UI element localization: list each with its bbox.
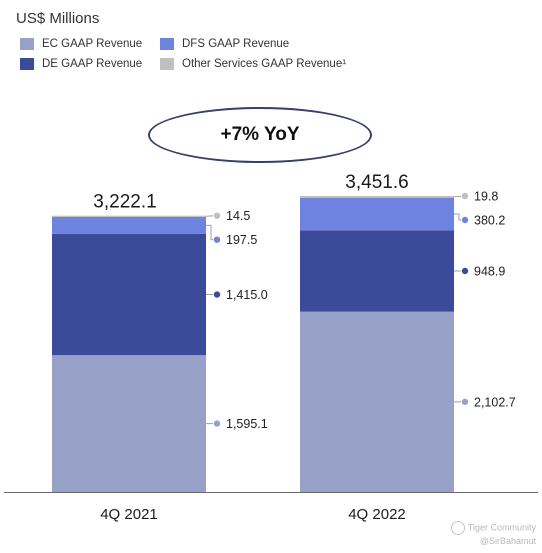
watermark-line2: @SirBahamut bbox=[479, 536, 536, 546]
legend-label-dfs: DFS GAAP Revenue bbox=[182, 38, 290, 50]
data-label-2-3: 380.2 bbox=[474, 214, 505, 228]
yoy-growth-callout: +7% YoY bbox=[148, 107, 372, 163]
label-marker-1-2 bbox=[212, 290, 221, 299]
legend-label-de: DE GAAP Revenue bbox=[42, 58, 143, 70]
label-marker-2-4 bbox=[460, 191, 469, 200]
data-label-1-4: 14.5 bbox=[226, 209, 250, 223]
label-marker-2-1 bbox=[460, 397, 469, 406]
total-label-2: 3,451.6 bbox=[345, 172, 408, 193]
label-marker-2-2 bbox=[460, 266, 469, 275]
bar-segment-2-3 bbox=[300, 197, 454, 231]
legend-swatch-other bbox=[160, 58, 174, 70]
label-marker-2-3 bbox=[460, 215, 469, 224]
label-marker-1-3 bbox=[212, 235, 221, 244]
label-marker-1-4 bbox=[212, 211, 221, 220]
bar-segment-2-2 bbox=[300, 230, 454, 312]
category-label-1: 4Q 2021 bbox=[100, 506, 158, 523]
data-label-1-1: 1,595.1 bbox=[226, 417, 268, 431]
yoy-growth-text: +7% YoY bbox=[220, 124, 300, 145]
bar-segment-1-4 bbox=[52, 215, 206, 217]
watermark-line1: Tiger Community bbox=[467, 522, 536, 533]
legend-swatch-de bbox=[20, 58, 34, 70]
data-label-2-4: 19.8 bbox=[474, 190, 498, 204]
unit-label: US$ Millions bbox=[16, 10, 100, 27]
bar-segment-1-3 bbox=[52, 216, 206, 234]
data-label-2-1: 2,102.7 bbox=[474, 395, 516, 409]
legend-label-other: Other Services GAAP Revenue¹ bbox=[182, 58, 347, 70]
legend-item-dfs: DFS GAAP Revenue bbox=[160, 38, 289, 50]
chart-legend: EC GAAP Revenue DFS GAAP Revenue DE GAAP… bbox=[20, 38, 380, 74]
data-label-1-2: 1,415.0 bbox=[226, 288, 268, 302]
bar-segment-1-2 bbox=[52, 233, 206, 356]
bar-segment-2-4 bbox=[300, 196, 454, 198]
legend-item-de: DE GAAP Revenue bbox=[20, 58, 142, 70]
legend-item-ec: EC GAAP Revenue bbox=[20, 38, 142, 50]
label-marker-1-1 bbox=[212, 419, 221, 428]
data-label-1-3: 197.5 bbox=[226, 233, 257, 247]
bar-segment-1-1 bbox=[52, 355, 206, 492]
data-label-2-2: 948.9 bbox=[474, 264, 505, 278]
legend-item-other: Other Services GAAP Revenue¹ bbox=[160, 58, 346, 70]
legend-swatch-ec bbox=[20, 38, 34, 50]
total-label-1: 3,222.1 bbox=[93, 192, 156, 213]
legend-swatch-dfs bbox=[160, 38, 174, 50]
watermark-logo-icon bbox=[450, 521, 465, 535]
category-label-2: 4Q 2022 bbox=[348, 506, 406, 523]
watermark: Tiger Community @SirBahamut bbox=[446, 521, 536, 547]
bar-segment-2-1 bbox=[300, 311, 454, 492]
legend-label-ec: EC GAAP Revenue bbox=[42, 38, 143, 50]
